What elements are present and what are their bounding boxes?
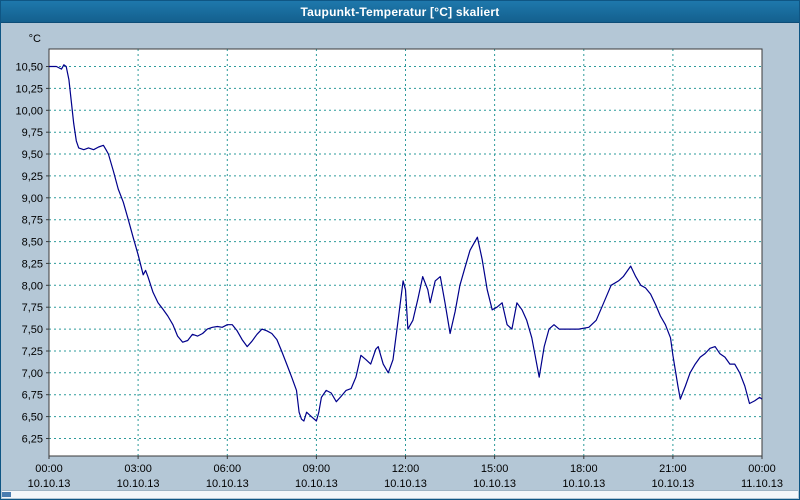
y-tick-label: 7,00 [22,368,43,380]
y-tick-label: 10,50 [15,62,43,74]
x-tick-date-label: 10.10.13 [562,478,605,490]
title-bar: Taupunkt-Temperatur [°C] skaliert [1,1,799,23]
chart-title: Taupunkt-Temperatur [°C] skaliert [300,4,500,19]
y-tick-label: 9,25 [22,171,43,183]
x-tick-date-label: 10.10.13 [384,478,427,490]
x-tick-time-label: 03:00 [124,463,152,475]
bottom-scrollbar-strip[interactable] [2,490,798,498]
x-tick-date-label: 11.10.13 [741,478,783,490]
y-tick-label: 8,75 [22,215,43,227]
x-tick-date-label: 10.10.13 [473,478,516,490]
y-tick-label: 8,50 [22,237,43,249]
plot-frame [48,48,763,457]
x-tick-date-label: 10.10.13 [651,478,694,490]
y-tick-label: 9,75 [22,127,43,139]
y-axis-unit-label: °C [29,33,41,45]
plot-background [49,49,762,456]
x-tick-time-label: 21:00 [659,463,687,475]
x-tick-time-label: 06:00 [214,463,242,475]
series-line [49,64,763,422]
x-tick-date-label: 10.10.13 [206,478,249,490]
y-tick-label: 8,25 [22,258,43,270]
y-tick-label: 6,25 [22,434,43,446]
chart-area: 10,50 10,25 10,00 9,75 9,50 9,25 9,00 8,75 8,50 8… [1,23,799,493]
x-tick-time-label: 09:00 [303,463,331,475]
y-tick-label: 10,25 [15,83,43,95]
x-tick-time-label: 15:00 [481,463,509,475]
y-tick-label: 6,75 [22,390,43,402]
x-tick-date-label: 10.10.13 [117,478,160,490]
y-tick-label: 7,25 [22,346,43,358]
x-tick-time-label: 12:00 [392,463,420,475]
y-tick-label: 8,00 [22,280,43,292]
y-tick-label: 7,50 [22,324,43,336]
x-tick-date-label: 10.10.13 [28,478,71,490]
chart-canvas: 10,50 10,25 10,00 9,75 9,50 9,25 9,00 8,75 8,50 8… [15,33,783,490]
x-tick-time-label: 18:00 [570,463,598,475]
y-tick-label: 9,50 [22,149,43,161]
x-tick-date-label: 10.10.13 [295,478,338,490]
x-tick-time-label: 00:00 [748,463,776,475]
y-tick-label: 9,00 [22,193,43,205]
y-tick-label: 6,50 [22,412,43,424]
scrollbar-thumb[interactable] [2,492,11,497]
y-tick-label: 7,75 [22,302,43,314]
y-tick-label: 10,00 [15,105,43,117]
x-tick-time-label: 00:00 [35,463,63,475]
